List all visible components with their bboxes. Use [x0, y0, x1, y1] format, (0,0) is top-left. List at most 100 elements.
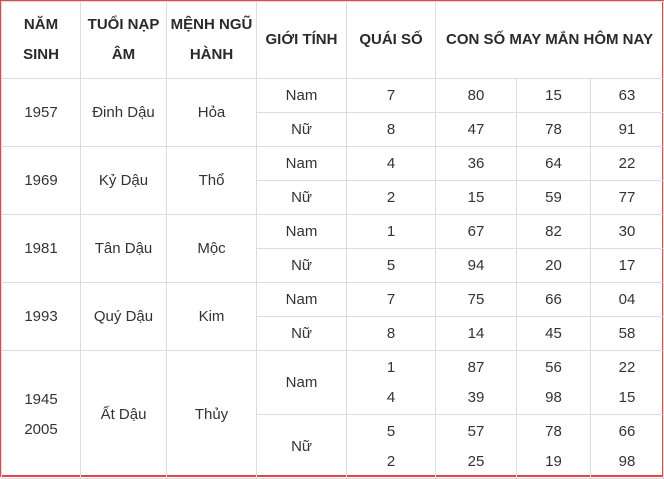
gender-cell-text: Nam — [285, 222, 318, 240]
table-row: Nữ 2 15 59 77 — [2, 180, 664, 215]
gender-cell-text: Nữ — [291, 324, 312, 342]
quai-so-cell-text: 2 — [386, 452, 396, 470]
gender-cell-text: Nam — [285, 373, 318, 391]
quai-so-cell-text: 1 — [386, 358, 396, 376]
lucky-number-cell-text: 57 — [467, 422, 485, 440]
tuoi-nap-am-cell: Đinh Dậu — [80, 78, 167, 147]
lucky-number-cell-text: 98 — [618, 452, 636, 470]
gender-cell: Nam — [256, 146, 347, 181]
gender-cell: Nam — [256, 214, 347, 249]
header-tuoi-nap-am: TUỔI NẠP ÂM — [80, 1, 167, 79]
birth-year-cell: 1957 — [1, 78, 81, 147]
lucky-number-cell: 36 — [435, 146, 517, 181]
quai-so-cell-text: 7 — [386, 290, 396, 308]
lucky-number-cell-text: 14 — [467, 324, 485, 342]
menh-cell-text: Mộc — [197, 239, 226, 257]
lucky-number-cell-text: 82 — [545, 222, 562, 240]
quai-so-cell: 4 — [346, 146, 436, 181]
lucky-number-cell-text: 66 — [618, 422, 636, 440]
gender-cell-text: Nữ — [291, 188, 312, 206]
gender-cell: Nữ — [256, 112, 347, 147]
quai-so-cell: 8 — [346, 316, 436, 351]
lucky-number-cell: 78 19 — [516, 414, 591, 479]
tuoi-nap-am-cell: Quý Dậu — [80, 282, 167, 351]
lucky-number-cell-text: 94 — [467, 256, 485, 274]
table-row: 1945 2005 Ất Dậu Thủy Nam 1 4 87 39 56 98 22 15 — [1, 350, 664, 479]
lucky-number-cell-text: 47 — [467, 120, 485, 138]
menh-cell-text: Thổ — [198, 171, 225, 189]
lucky-number-cell-text: 78 — [545, 422, 562, 440]
tuoi-nap-am-cell: Tân Dậu — [80, 214, 167, 283]
quai-so-cell-text: 4 — [386, 388, 396, 406]
lucky-number-cell: 77 — [590, 180, 664, 215]
gender-cell: Nữ — [256, 180, 347, 215]
menh-cell-text: Kim — [198, 307, 225, 325]
header-line: NĂM — [23, 16, 59, 33]
menh-cell: Thổ — [166, 146, 257, 215]
quai-so-cell-text: 2 — [386, 188, 396, 206]
tuoi-nap-am-cell-text: Quý Dậu — [93, 307, 154, 325]
lucky-number-cell-text: 75 — [467, 290, 485, 308]
lucky-number-cell-text: 98 — [545, 388, 562, 406]
table-body: 1957 Đinh Dậu Hỏa Nam 7 80 15 63 Nữ 8 47 78 91 1969 Kỷ… — [1, 78, 664, 479]
lucky-number-cell: 22 15 — [590, 350, 664, 415]
lucky-number-cell-text: 17 — [618, 256, 636, 274]
lucky-number-cell-text: 91 — [618, 120, 636, 138]
gender-cell-text: Nam — [285, 154, 318, 172]
quai-so-cell: 1 — [346, 214, 436, 249]
gender-cell: Nữ — [256, 248, 347, 283]
lucky-number-cell: 78 — [516, 112, 591, 147]
gender-cell: Nữ — [256, 414, 347, 479]
lucky-number-cell-text: 45 — [545, 324, 562, 342]
lucky-number-cell: 67 — [435, 214, 517, 249]
gender-cell: Nam — [256, 78, 347, 113]
header-quai-so: QUÁI SỐ — [346, 1, 436, 79]
lucky-number-cell-text: 25 — [467, 452, 485, 470]
header-gioi-tinh: GIỚI TÍNH — [256, 1, 347, 79]
lucky-number-cell: 30 — [590, 214, 664, 249]
lucky-number-cell: 82 — [516, 214, 591, 249]
tuoi-nap-am-cell-text: Tân Dậu — [94, 239, 153, 257]
gender-cell-text: Nữ — [291, 437, 312, 455]
birth-year-cell: 1969 — [1, 146, 81, 215]
lucky-number-cell-text: 56 — [545, 358, 562, 376]
quai-so-cell-text: 5 — [386, 422, 396, 440]
header-nam-sinh: NĂM SINH — [1, 1, 81, 79]
lucky-number-cell: 22 — [590, 146, 664, 181]
gender-cell: Nữ — [256, 316, 347, 351]
lucky-number-cell: 15 — [435, 180, 517, 215]
header-menh-ngu-hanh: MỆNH NGŨ HÀNH — [166, 1, 257, 79]
quai-so-cell-text: 8 — [386, 324, 396, 342]
lucky-number-cell: 57 25 — [435, 414, 517, 479]
gender-cell-text: Nam — [285, 290, 318, 308]
menh-cell: Mộc — [166, 214, 257, 283]
birth-year-cell: 1993 — [1, 282, 81, 351]
header-line: MỆNH NGŨ — [170, 16, 253, 33]
lucky-number-cell: 94 — [435, 248, 517, 283]
lucky-number-cell-text: 77 — [618, 188, 636, 206]
menh-cell-text: Thủy — [194, 405, 229, 423]
lucky-number-cell-text: 78 — [545, 120, 562, 138]
menh-cell: Kim — [166, 282, 257, 351]
birth-year-cell: 1945 2005 — [1, 350, 81, 479]
table-row: Nữ 8 47 78 91 — [2, 112, 664, 147]
birth-year-cell-text: 1957 — [24, 103, 58, 121]
lucky-number-cell: 58 — [590, 316, 664, 351]
lucky-number-cell-text: 04 — [618, 290, 636, 308]
table-row: 1993 Quý Dậu Kim Nam 7 75 66 04 — [1, 282, 664, 351]
birth-year-cell-text: 2005 — [24, 420, 58, 438]
quai-so-cell: 7 — [346, 282, 436, 317]
table-row: Nữ 5 94 20 17 — [2, 248, 664, 283]
tuoi-nap-am-cell: Kỷ Dậu — [80, 146, 167, 215]
table-row: 1957 Đinh Dậu Hỏa Nam 7 80 15 63 — [1, 78, 664, 147]
lucky-number-cell: 91 — [590, 112, 664, 147]
birth-year-cell-text: 1981 — [24, 239, 58, 257]
table-row: 1981 Tân Dậu Mộc Nam 1 67 82 30 — [1, 214, 664, 283]
header-con-so-may-man: CON SỐ MAY MẮN HÔM NAY — [435, 1, 664, 79]
quai-so-cell: 8 — [346, 112, 436, 147]
lucky-number-cell-text: 36 — [467, 154, 485, 172]
lucky-number-cell-text: 20 — [545, 256, 562, 274]
